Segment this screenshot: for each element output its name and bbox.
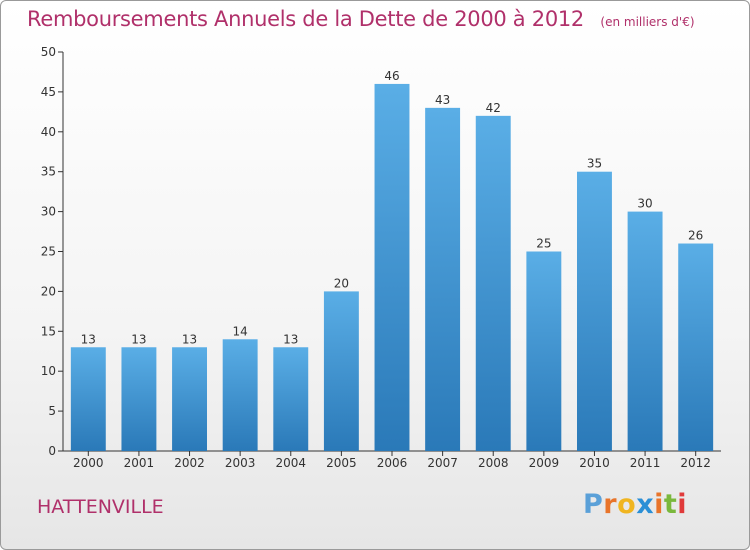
bar [526, 251, 562, 451]
x-tick-label: 2010 [579, 456, 610, 470]
bar-value-label: 13 [131, 332, 146, 346]
y-tick-label: 0 [48, 444, 56, 458]
y-tick-label: 15 [41, 324, 56, 338]
bar [222, 339, 258, 451]
x-tick-label: 2006 [377, 456, 408, 470]
logo-letter: o [617, 489, 637, 520]
bar [70, 347, 106, 451]
logo-letter: i [677, 489, 688, 520]
bar [121, 347, 157, 451]
chart-bars [70, 83, 714, 452]
x-tick-label: 2009 [529, 456, 560, 470]
y-tick-label: 40 [41, 125, 56, 139]
logo-letter: t [663, 489, 678, 520]
y-tick-label: 20 [41, 284, 56, 298]
chart-unit: (en milliers d'€) [600, 15, 695, 29]
y-tick-label: 50 [41, 45, 56, 59]
bar [172, 347, 208, 451]
y-tick-label: 25 [41, 245, 56, 259]
bar-value-label: 35 [587, 157, 602, 171]
bar [576, 171, 612, 451]
bar [678, 243, 714, 451]
bar [323, 291, 359, 451]
proxiti-logo: Proxiti [583, 489, 687, 520]
bar-value-label: 43 [435, 93, 450, 107]
bar [627, 211, 663, 451]
y-tick-label: 5 [48, 404, 56, 418]
chart-labels: 2000 13 2001 13 2002 13 2003 14 2004 13 2005 20 2006… [73, 69, 711, 470]
bar-value-label: 13 [283, 332, 298, 346]
x-tick-label: 2003 [225, 456, 256, 470]
bar-value-label: 13 [182, 332, 197, 346]
y-tick-label: 45 [41, 85, 56, 99]
bar [273, 347, 309, 451]
x-tick-label: 2011 [630, 456, 661, 470]
x-tick-label: 2007 [427, 456, 458, 470]
x-tick-label: 2005 [326, 456, 357, 470]
bar-value-label: 26 [688, 229, 703, 243]
bar-value-label: 46 [384, 69, 399, 83]
x-tick-label: 2004 [275, 456, 306, 470]
y-tick-label: 10 [41, 364, 56, 378]
logo-letter: x [636, 489, 655, 520]
x-tick-label: 2012 [680, 456, 711, 470]
bar [425, 107, 461, 452]
x-tick-label: 2008 [478, 456, 509, 470]
bar-value-label: 30 [637, 197, 652, 211]
bar [475, 115, 511, 451]
x-tick-label: 2000 [73, 456, 104, 470]
logo-letter: P [583, 489, 604, 520]
bar-value-label: 42 [486, 101, 501, 115]
logo-letter: r [603, 489, 618, 520]
logo-letter: i [654, 489, 664, 520]
city-name: HATTENVILLE [37, 496, 164, 518]
x-tick-label: 2002 [174, 456, 205, 470]
bar-value-label: 25 [536, 237, 551, 251]
bar-value-label: 14 [233, 324, 248, 338]
chart-title-text: Remboursements Annuels de la Dette de 20… [27, 7, 584, 31]
bar-value-label: 13 [81, 332, 96, 346]
y-tick-label: 35 [41, 165, 56, 179]
bar [374, 83, 410, 452]
x-tick-label: 2001 [124, 456, 155, 470]
chart-title: Remboursements Annuels de la Dette de 20… [27, 7, 695, 31]
bar-value-label: 20 [334, 276, 349, 290]
chart-axes: 0 5 10 15 20 25 30 35 40 45 50 [41, 45, 721, 458]
y-tick-label: 30 [41, 205, 56, 219]
